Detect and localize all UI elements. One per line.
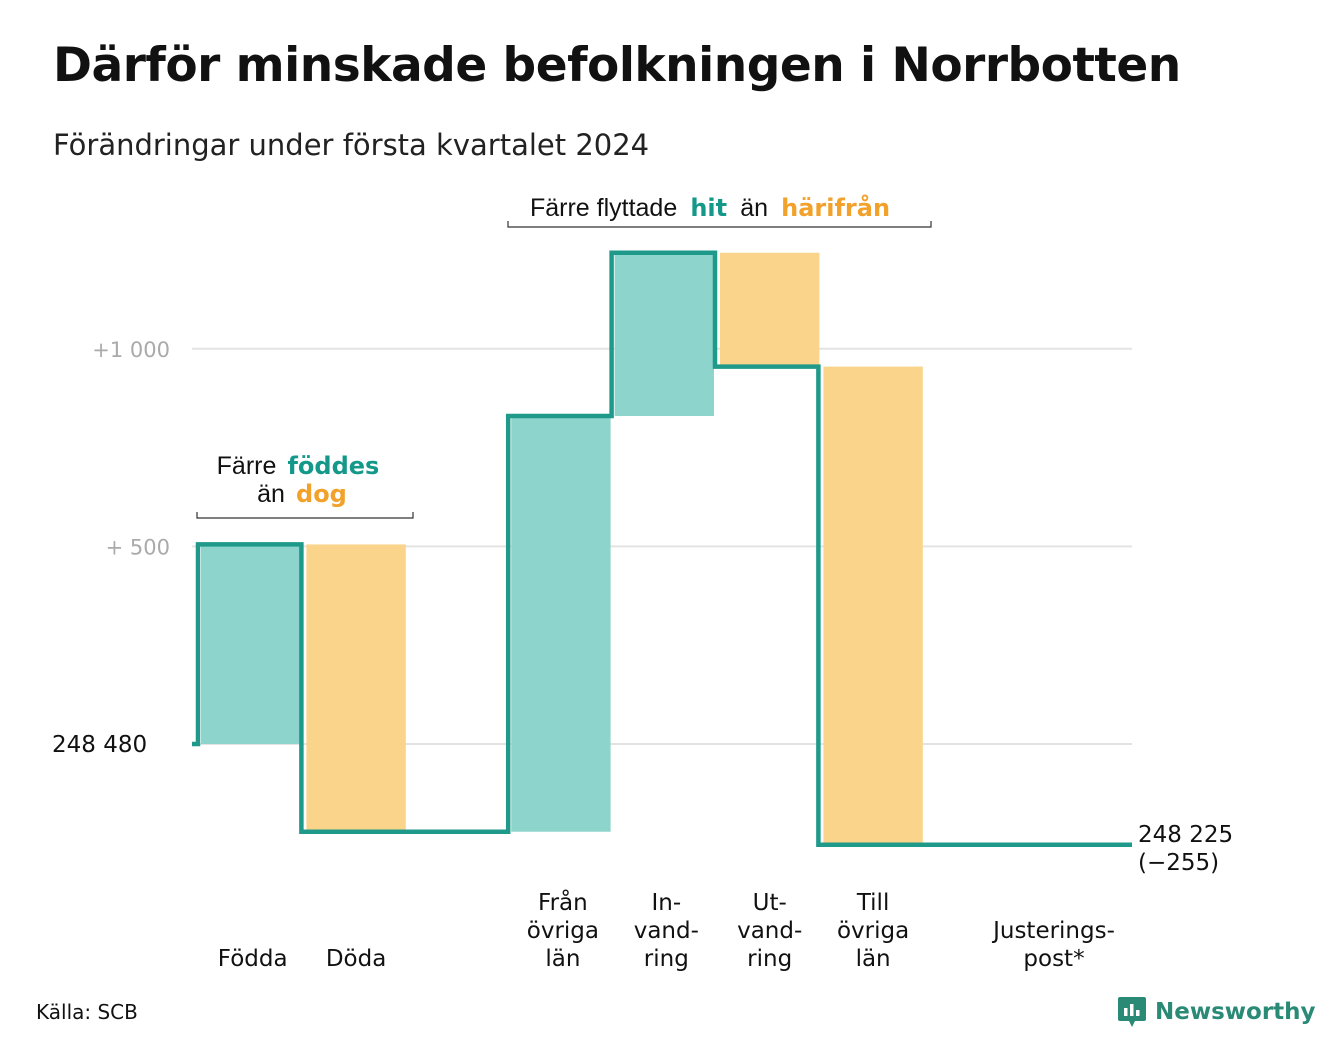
svg-text:Färre föddes: Färre föddes [217,452,380,480]
source-note: Källa: SCB [36,1000,138,1024]
births-annotation-highlight: föddes [287,452,379,480]
category-label: län [545,946,580,972]
bar-increase [201,544,301,744]
births-bracket [196,512,414,519]
category-label: Från [538,888,588,916]
chart-subtitle: Förändringar under första kvartalet 2024 [53,128,650,162]
category-label: övriga [527,918,599,944]
migration-bracket [507,221,932,228]
category-label: Födda [218,946,288,972]
newsworthy-logo-icon [1118,997,1146,1027]
births-annotation-text: Färre [217,452,277,480]
y-tick-label: + 500 [106,535,170,559]
svg-text:Färre flyttade hit: Färre flyttade hit än härifrån [530,193,890,222]
category-label: Till [856,890,890,916]
births-annotation: Färre föddes än dog [196,452,414,519]
y-tick-label: +1 000 [92,338,170,362]
deaths-annotation-highlight: dog [296,480,347,508]
svg-text:än dog: än dog [257,480,347,508]
category-label: Justerings- [991,918,1115,944]
category-label: län [856,946,891,972]
start-value-label: 248 480 [52,732,147,758]
bar-increase [614,252,714,416]
brand-name: Newsworthy [1155,999,1316,1025]
migration-annotation-harifran: härifrån [781,193,890,222]
category-label: Döda [326,946,386,972]
category-label: In- [651,890,681,916]
migration-annotation: Färre flyttade hit än härifrån [507,193,932,228]
migration-annotation-text: Färre flyttade [530,194,677,222]
category-label: post* [1023,946,1084,972]
end-change-label: (−255) [1138,850,1219,876]
category-label: Ut- [753,890,787,916]
bar-decrease [720,252,820,367]
category-label: vand- [634,918,699,944]
bar-decrease [823,366,923,845]
cumulative-step-line [192,250,1132,848]
bar-increase [511,415,611,832]
category-label: ring [747,946,792,972]
bar-decrease [306,544,406,832]
chart-title: Därför minskade befolkningen i Norrbotte… [53,38,1181,93]
migration-annotation-text2: än [740,194,768,222]
end-value-label: 248 225 [1138,822,1233,848]
category-label: vand- [737,918,802,944]
category-label: övriga [837,918,909,944]
births-annotation-text2: än [257,480,285,508]
migration-annotation-hit: hit [690,194,727,222]
newsworthy-logo: Newsworthy [1117,995,1316,1029]
category-label: ring [644,946,689,972]
